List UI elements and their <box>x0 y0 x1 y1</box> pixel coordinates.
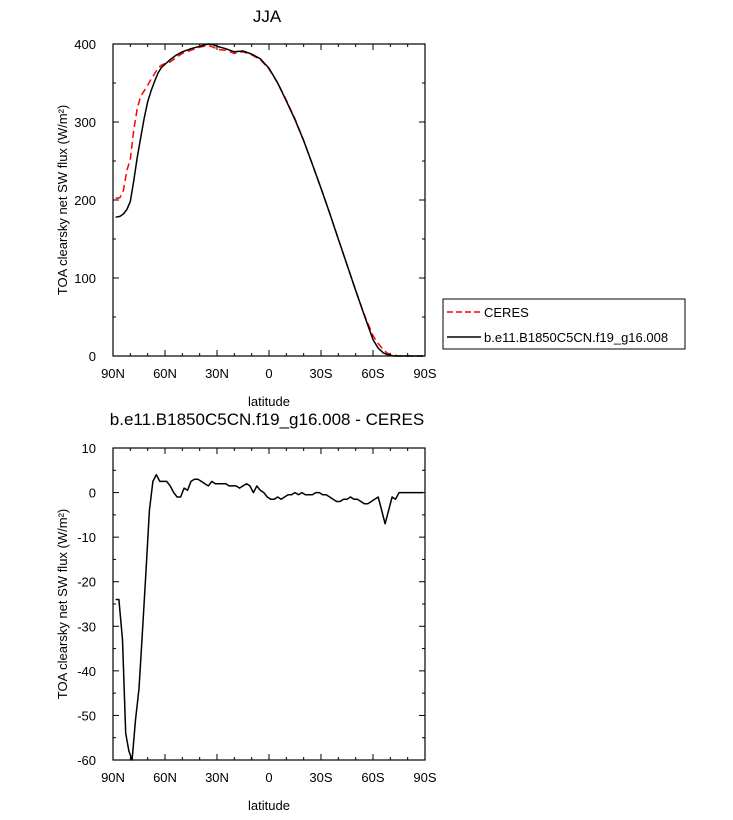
top-series-group <box>115 43 424 357</box>
bottom-ytick-label: 10 <box>82 441 96 456</box>
top-plot-frame <box>112 43 426 357</box>
bottom-series-line-series-0 <box>115 473 424 761</box>
bottom-ytick-label: -30 <box>77 619 96 634</box>
bottom-xtick-label: 30S <box>309 770 332 785</box>
bottom-y-axis-label: TOA clearsky net SW flux (W/m²) <box>55 509 70 699</box>
top-axis-ticks: 90N 60N 30N 0 30S 60S 90S 0 100 200 300 400 <box>74 37 437 381</box>
top-xtick-label: 90S <box>413 366 436 381</box>
legend-frame <box>442 298 686 350</box>
bottom-axis-ticks: 90N 60N 30N 0 30S 60S 90S 10 0 -10 -20 -30 -40 -50 -60 <box>77 441 437 785</box>
bottom-ytick-label: -40 <box>77 664 96 679</box>
legend-label-model: b.e11.B1850C5CN.f19_g16.008 <box>484 330 668 345</box>
top-chart-title: JJA <box>253 7 282 26</box>
bottom-xtick-label: 90S <box>413 770 436 785</box>
top-ytick-label: 100 <box>74 271 96 286</box>
top-x-axis-label: latitude <box>248 394 290 409</box>
bottom-ytick-label: -60 <box>77 753 96 768</box>
bottom-xtick-label: 90N <box>101 770 125 785</box>
top-ytick-label: 400 <box>74 37 96 52</box>
bottom-ytick-label: 0 <box>89 486 96 501</box>
bottom-xtick-label: 0 <box>265 770 272 785</box>
bottom-x-axis-label: latitude <box>248 798 290 813</box>
top-ytick-label: 300 <box>74 115 96 130</box>
top-y-axis-label: TOA clearsky net SW flux (W/m²) <box>55 105 70 295</box>
top-xtick-label: 60S <box>361 366 384 381</box>
bottom-xtick-label: 60N <box>153 770 177 785</box>
top-xtick-label: 30N <box>205 366 229 381</box>
bottom-ytick-label: -10 <box>77 530 96 545</box>
top-xtick-label: 60N <box>153 366 177 381</box>
top-xtick-label: 0 <box>265 366 272 381</box>
bottom-series-group <box>115 473 424 761</box>
top-ytick-label: 200 <box>74 193 96 208</box>
top-panel: JJA 90N 60N 30N 0 30S 60S 90S 0 100 200 300 400 lat… <box>55 7 686 409</box>
top-series-line-ceres <box>115 44 424 357</box>
top-xtick-label: 30S <box>309 366 332 381</box>
top-series-line-b-e11-b1850c5cn-f19-g16-008 <box>115 43 424 357</box>
legend-label-ceres: CERES <box>484 305 529 320</box>
bottom-xtick-label: 60S <box>361 770 384 785</box>
top-xtick-label: 90N <box>101 366 125 381</box>
bottom-ytick-label: -20 <box>77 575 96 590</box>
bottom-ytick-label: -50 <box>77 708 96 723</box>
bottom-plot-frame <box>112 447 426 761</box>
top-ytick-label: 0 <box>89 349 96 364</box>
legend: CERES b.e11.B1850C5CN.f19_g16.008 <box>442 298 686 350</box>
bottom-xtick-label: 30N <box>205 770 229 785</box>
bottom-panel: b.e11.B1850C5CN.f19_g16.008 - CERES 90N 6… <box>55 410 437 813</box>
bottom-chart-title: b.e11.B1850C5CN.f19_g16.008 - CERES <box>110 410 424 429</box>
